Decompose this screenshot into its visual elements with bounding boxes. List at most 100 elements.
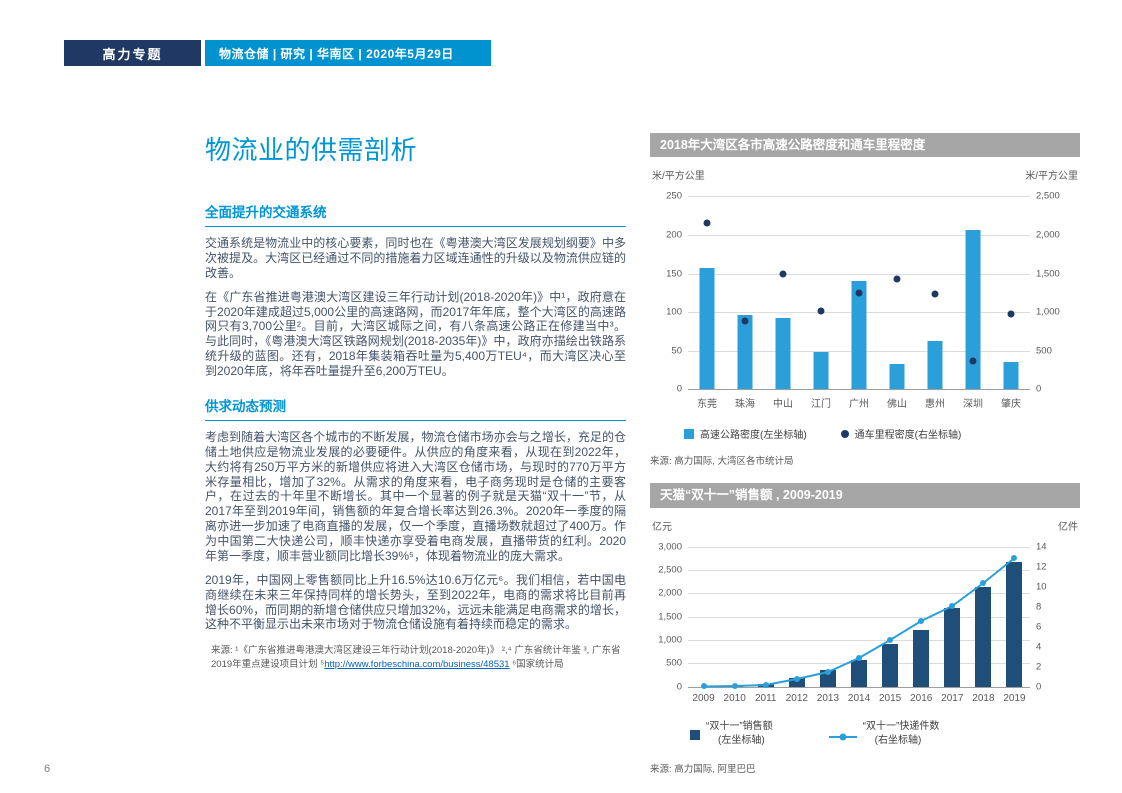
gridline (688, 273, 1030, 275)
gridline (688, 616, 1030, 618)
x-tick: 中山 (773, 399, 793, 411)
footnote: 来源: ¹《广东省推进粤港澳大湾区建设三年行动计划(2018-2020年)》 ²… (211, 644, 626, 671)
y-tick-right: 2 (1036, 661, 1042, 672)
y-tick-right: 2,000 (1036, 229, 1060, 241)
section-forecast: 供求动态预测 考虑到随着大湾区各个城市的不断发展，物流仓储市场亦会与之增长，充足… (205, 395, 626, 632)
y-tick-right: 12 (1036, 561, 1047, 572)
bar (699, 268, 715, 390)
bar-legend-marker (684, 428, 694, 439)
bar (813, 352, 829, 390)
data-point (779, 270, 787, 278)
y-tick-left: 50 (671, 345, 682, 357)
y-tick-right: 6 (1036, 621, 1042, 632)
x-tick: 佛山 (887, 399, 907, 411)
footnote-link[interactable]: http://www.forbeschina.com/business/4853… (324, 658, 510, 670)
charts-column: 2018年大湾区各市高速公路密度和通车里程密度 米/平方公里 米/平方公里 0 5… (650, 133, 1080, 791)
legend-label: 高速公路密度(左坐标轴) (700, 430, 807, 442)
line-marker (856, 654, 862, 661)
paragraph: 2019年，中国网上零售额同比上升16.5%达10.6万亿元⁶。我们相信，若中国… (205, 572, 626, 632)
bar (965, 229, 981, 390)
paragraph: 考虑到随着大湾区各个城市的不断发展，物流仓储市场亦会与之增长，充足的仓储土地供应… (205, 429, 626, 563)
bar (913, 630, 930, 687)
line-series (688, 547, 1030, 687)
y-tick-right: 8 (1036, 601, 1042, 612)
x-tick: 江门 (811, 399, 831, 411)
y-tick-right: 4 (1036, 641, 1042, 652)
gridline (688, 546, 1030, 548)
bar (944, 608, 961, 687)
plot-area: 0 500 1,000 1,500 2,000 2,500 3,000 0 2 4 6 8 10 12 14 (658, 542, 1046, 691)
chart-title: 2018年大湾区各市高速公路密度和通车里程密度 (650, 133, 1080, 158)
chart-source: 来源: 高力国际, 大湾区各市统计局 (650, 456, 794, 468)
y-tick-right: 14 (1036, 541, 1047, 552)
y-tick-left: 0 (676, 681, 682, 692)
bar (737, 314, 753, 390)
line-marker (887, 636, 894, 643)
y-tick-left: 1,500 (658, 611, 682, 622)
line-legend-dot (839, 733, 847, 741)
gridline (688, 593, 1030, 595)
y-axis-unit-left: 亿元 (652, 521, 672, 533)
line-marker (793, 675, 800, 682)
line-marker (700, 683, 707, 690)
header-meta-bar: 物流仓储 | 研究 | 华南区 | 2020年5月29日 (205, 40, 491, 66)
section-transport: 全面提升的交通系统 交通系统是物流业中的核心要素，同时也在《粤港澳大湾区发展规划… (205, 201, 626, 379)
legend-item-bar: 高速公路密度(左坐标轴) (684, 426, 807, 441)
data-point (893, 275, 901, 283)
chart-legend: 高速公路密度(左坐标轴) 通车里程密度(右坐标轴) (684, 426, 1080, 441)
paragraph: 交通系统是物流业中的核心要素，同时也在《粤港澳大湾区发展规划纲要》中多次被提及。… (205, 236, 626, 280)
line-marker (949, 602, 956, 609)
footnote-text-lead: 来源: ¹《广东省推进粤港澳大湾区建设三年行动计划(2018-2020年)》 ²… (211, 645, 621, 670)
line-marker (1011, 554, 1018, 561)
gridline (688, 234, 1030, 236)
data-point (741, 317, 749, 325)
gridline (688, 640, 1030, 642)
data-point (1007, 310, 1015, 318)
bar (927, 340, 943, 390)
x-tick: 2009 (692, 692, 715, 704)
x-tick: 2013 (816, 692, 840, 704)
chart-highway-density: 2018年大湾区各市高速公路密度和通车里程密度 米/平方公里 米/平方公里 0 5… (650, 133, 1080, 467)
bar-legend-marker (690, 730, 700, 741)
x-tick: 2016 (910, 692, 933, 704)
line-marker (918, 617, 925, 624)
paragraph: 在《广东省推进粤港澳大湾区建设三年行动计划(2018-2020年)》中¹，政府意… (205, 289, 626, 378)
x-tick: 肇庆 (1001, 399, 1021, 411)
y-tick-left: 0 (676, 383, 682, 395)
x-tick: 2012 (785, 692, 808, 704)
x-axis-labels: 东莞 珠海 中山 江门 广州 佛山 惠州 深圳 肇庆 (688, 395, 1030, 410)
point-legend-marker (840, 429, 849, 438)
y-tick-left: 2,500 (658, 564, 682, 576)
legend-item-point: 通车里程密度(右坐标轴) (840, 426, 961, 441)
bar (775, 317, 791, 390)
x-tick: 广州 (849, 399, 869, 411)
y-axis-unit-right: 亿件 (1058, 521, 1078, 533)
chart-title: 天猫“双十一”销售额 , 2009-2019 (650, 483, 1080, 508)
section-heading-transport: 全面提升的交通系统 (205, 201, 626, 227)
gridline (688, 389, 1030, 391)
x-tick: 2015 (878, 692, 902, 704)
y-axis-unit-right: 米/平方公里 (1025, 171, 1078, 183)
legend-item-bar: “双十一”销售额 (左坐标轴) (690, 720, 773, 749)
plot-area: 0 50 100 150 200 250 0 500 1,000 1,500 2,000 2,500 (666, 192, 1060, 394)
data-point (703, 219, 711, 227)
y-tick-left: 2,000 (658, 587, 682, 599)
data-point (855, 289, 863, 297)
y-tick-left: 3,000 (658, 541, 682, 552)
y-tick-right: 0 (1036, 383, 1042, 395)
legend-item-line: “双十一”快递件数 (右坐标轴) (828, 720, 939, 749)
axis-units-row: 米/平方公里 米/平方公里 (652, 167, 1078, 182)
bar (788, 677, 805, 687)
legend-series-name: “双十一”销售额 (706, 720, 773, 732)
x-tick: 珠海 (735, 399, 755, 411)
x-tick: 2019 (1003, 692, 1026, 704)
article-column: 物流业的供需剖析 全面提升的交通系统 交通系统是物流业中的核心要素，同时也在《粤… (205, 130, 626, 671)
y-tick-left: 100 (666, 306, 682, 318)
x-tick: 2017 (941, 692, 964, 704)
bar (851, 660, 867, 687)
bar (819, 670, 836, 687)
axis-units-row: 亿元 亿件 (652, 518, 1078, 533)
plot-highway: 0 50 100 150 200 250 0 500 1,000 1,500 2,000 2,500 (666, 192, 1060, 394)
y-tick-left: 1,000 (658, 634, 682, 646)
y-tick-right: 0 (1036, 681, 1042, 692)
